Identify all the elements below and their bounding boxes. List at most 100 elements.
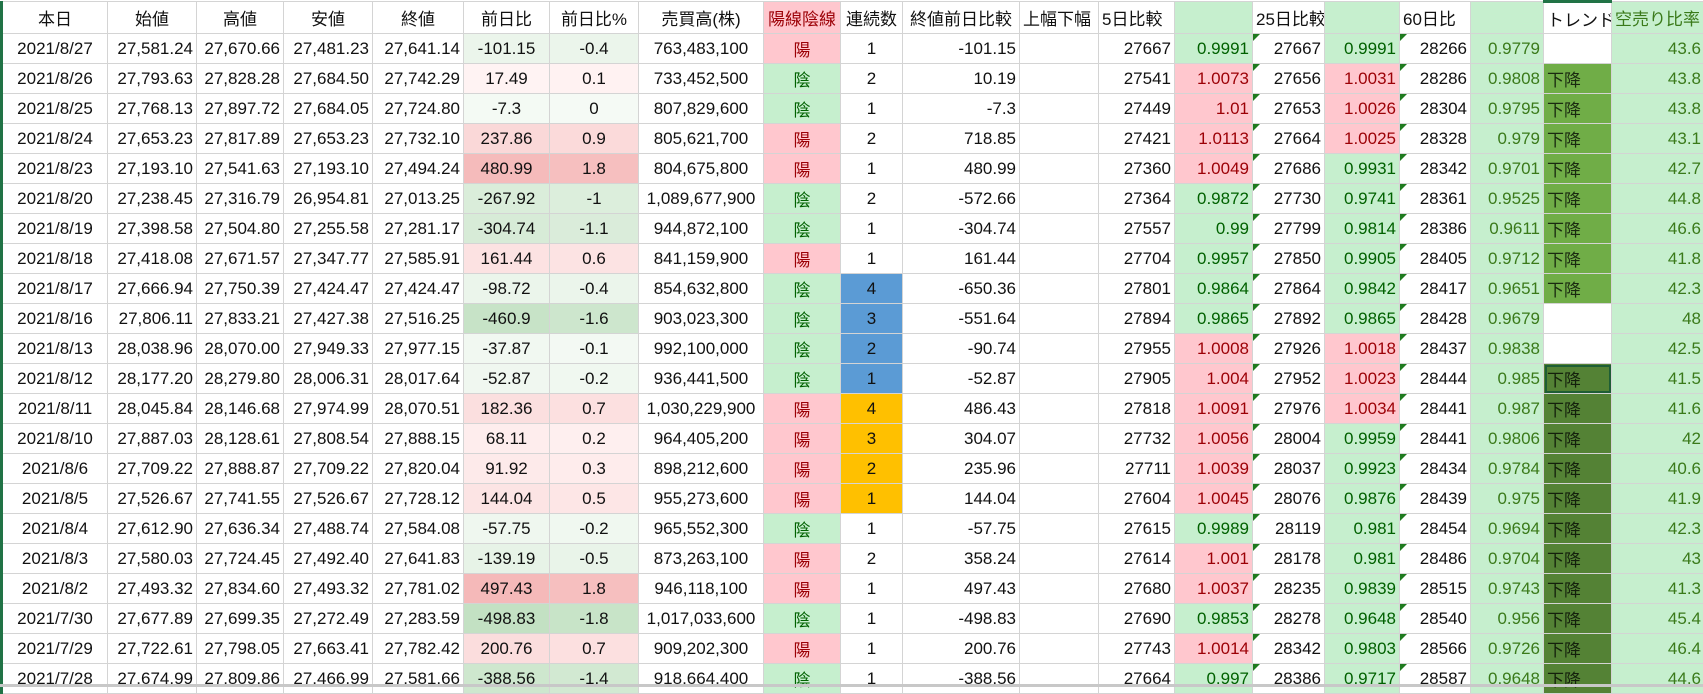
open-price-cell[interactable]: 27,674.99 (108, 664, 197, 694)
ma5-cell[interactable]: 27421 (1099, 124, 1175, 154)
change-cell[interactable]: 17.49 (464, 64, 550, 94)
change-percent-cell[interactable]: -0.4 (550, 34, 639, 64)
candle-type-cell[interactable]: 陽 (764, 544, 841, 574)
close-price-cell[interactable]: 28,017.64 (373, 364, 464, 394)
ma5-cell[interactable]: 27743 (1099, 634, 1175, 664)
ma60-cell[interactable]: 28386 (1400, 214, 1471, 244)
ma25-ratio-cell[interactable]: 0.9991 (1325, 34, 1400, 64)
range-cell[interactable] (1020, 424, 1099, 454)
change-percent-cell[interactable]: 1.8 (550, 154, 639, 184)
ma25-cell[interactable]: 28119 (1253, 514, 1325, 544)
volume-cell[interactable]: 873,263,100 (639, 544, 764, 574)
low-price-cell[interactable]: 27,255.58 (284, 214, 373, 244)
change-cell[interactable]: 68.11 (464, 424, 550, 454)
high-price-cell[interactable]: 27,897.72 (197, 94, 284, 124)
volume-cell[interactable]: 946,118,100 (639, 574, 764, 604)
close-compare-cell[interactable]: -90.74 (903, 334, 1020, 364)
ma5-ratio-cell[interactable]: 1.01 (1175, 94, 1253, 124)
range-cell[interactable] (1020, 184, 1099, 214)
candle-type-cell[interactable]: 陰 (764, 64, 841, 94)
ma25-cell[interactable]: 28037 (1253, 454, 1325, 484)
high-price-cell[interactable]: 27,636.34 (197, 514, 284, 544)
column-header[interactable]: 連続数 (841, 2, 903, 34)
ma25-ratio-cell[interactable]: 0.9814 (1325, 214, 1400, 244)
short-ratio-cell[interactable]: 43 (1612, 544, 1703, 574)
ma60-ratio-cell[interactable]: 0.9679 (1471, 304, 1544, 334)
ma5-ratio-cell[interactable]: 1.0049 (1175, 154, 1253, 184)
streak-count-cell[interactable]: 1 (841, 154, 903, 184)
date-cell[interactable]: 2021/8/11 (2, 394, 108, 424)
close-price-cell[interactable]: 27,424.47 (373, 274, 464, 304)
range-cell[interactable] (1020, 544, 1099, 574)
short-ratio-cell[interactable]: 44.6 (1612, 664, 1703, 694)
ma60-ratio-cell[interactable]: 0.9712 (1471, 244, 1544, 274)
ma60-ratio-cell[interactable]: 0.9726 (1471, 634, 1544, 664)
ma25-cell[interactable]: 28076 (1253, 484, 1325, 514)
range-cell[interactable] (1020, 664, 1099, 694)
close-compare-cell[interactable]: -101.15 (903, 34, 1020, 64)
change-percent-cell[interactable]: -0.2 (550, 364, 639, 394)
ma5-cell[interactable]: 27449 (1099, 94, 1175, 124)
ma60-cell[interactable]: 28441 (1400, 424, 1471, 454)
ma60-ratio-cell[interactable]: 0.987 (1471, 394, 1544, 424)
open-price-cell[interactable]: 27,612.90 (108, 514, 197, 544)
close-compare-cell[interactable]: 161.44 (903, 244, 1020, 274)
short-ratio-cell[interactable]: 41.3 (1612, 574, 1703, 604)
range-cell[interactable] (1020, 304, 1099, 334)
ma25-cell[interactable]: 27850 (1253, 244, 1325, 274)
column-header[interactable] (1175, 2, 1253, 34)
change-cell[interactable]: -304.74 (464, 214, 550, 244)
open-price-cell[interactable]: 27,709.22 (108, 454, 197, 484)
ma5-ratio-cell[interactable]: 1.0008 (1175, 334, 1253, 364)
low-price-cell[interactable]: 27,347.77 (284, 244, 373, 274)
ma5-ratio-cell[interactable]: 0.9872 (1175, 184, 1253, 214)
short-ratio-cell[interactable]: 40.6 (1612, 454, 1703, 484)
ma25-cell[interactable]: 27952 (1253, 364, 1325, 394)
trend-cell[interactable]: 下降 (1544, 274, 1612, 304)
close-price-cell[interactable]: 27,782.42 (373, 634, 464, 664)
ma5-cell[interactable]: 27818 (1099, 394, 1175, 424)
trend-cell[interactable]: 下降 (1544, 604, 1612, 634)
column-header[interactable]: 終値 (373, 2, 464, 34)
change-percent-cell[interactable]: -1.8 (550, 604, 639, 634)
low-price-cell[interactable]: 27,492.40 (284, 544, 373, 574)
ma60-cell[interactable]: 28434 (1400, 454, 1471, 484)
change-cell[interactable]: 91.92 (464, 454, 550, 484)
ma60-cell[interactable]: 28342 (1400, 154, 1471, 184)
date-cell[interactable]: 2021/8/3 (2, 544, 108, 574)
close-price-cell[interactable]: 27,494.24 (373, 154, 464, 184)
ma60-cell[interactable]: 28444 (1400, 364, 1471, 394)
ma5-cell[interactable]: 27905 (1099, 364, 1175, 394)
change-percent-cell[interactable]: -0.5 (550, 544, 639, 574)
ma5-ratio-cell[interactable]: 1.0037 (1175, 574, 1253, 604)
ma5-ratio-cell[interactable]: 1.0014 (1175, 634, 1253, 664)
open-price-cell[interactable]: 27,526.67 (108, 484, 197, 514)
ma25-cell[interactable]: 28178 (1253, 544, 1325, 574)
short-ratio-cell[interactable]: 41.9 (1612, 484, 1703, 514)
trend-cell[interactable] (1544, 304, 1612, 334)
close-price-cell[interactable]: 27,728.12 (373, 484, 464, 514)
ma60-cell[interactable]: 28361 (1400, 184, 1471, 214)
low-price-cell[interactable]: 27,709.22 (284, 454, 373, 484)
change-cell[interactable]: 144.04 (464, 484, 550, 514)
ma25-cell[interactable]: 28386 (1253, 664, 1325, 694)
trend-cell[interactable]: 下降 (1544, 514, 1612, 544)
ma5-cell[interactable]: 27664 (1099, 664, 1175, 694)
trend-cell[interactable]: 下降 (1544, 484, 1612, 514)
ma5-ratio-cell[interactable]: 1.0073 (1175, 64, 1253, 94)
low-price-cell[interactable]: 28,006.31 (284, 364, 373, 394)
ma25-ratio-cell[interactable]: 0.9648 (1325, 604, 1400, 634)
ma60-ratio-cell[interactable]: 0.9525 (1471, 184, 1544, 214)
low-price-cell[interactable]: 27,684.50 (284, 64, 373, 94)
short-ratio-cell[interactable]: 48 (1612, 304, 1703, 334)
date-cell[interactable]: 2021/8/23 (2, 154, 108, 184)
ma60-ratio-cell[interactable]: 0.9838 (1471, 334, 1544, 364)
ma60-ratio-cell[interactable]: 0.9806 (1471, 424, 1544, 454)
high-price-cell[interactable]: 28,128.61 (197, 424, 284, 454)
ma60-ratio-cell[interactable]: 0.956 (1471, 604, 1544, 634)
ma5-cell[interactable]: 27680 (1099, 574, 1175, 604)
ma25-cell[interactable]: 28235 (1253, 574, 1325, 604)
candle-type-cell[interactable]: 陰 (764, 214, 841, 244)
candle-type-cell[interactable]: 陰 (764, 304, 841, 334)
ma5-ratio-cell[interactable]: 0.9865 (1175, 304, 1253, 334)
